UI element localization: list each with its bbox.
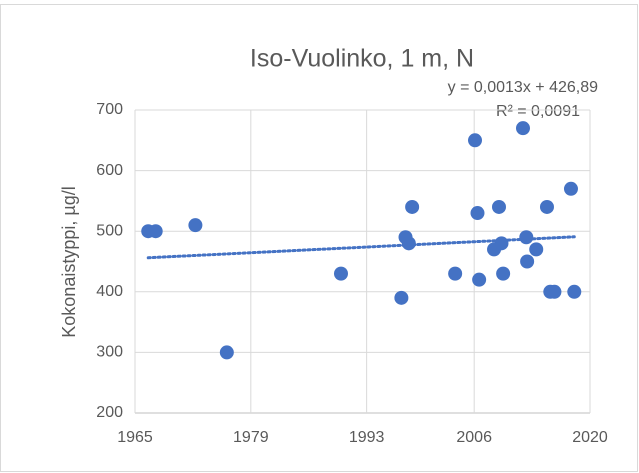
x-tick-label: 1979 [233,429,269,446]
chart-title: Iso-Vuolinko, 1 m, N [250,45,474,73]
x-tick-label: 2006 [456,429,492,446]
data-point [148,224,163,239]
x-tick-label: 2020 [572,429,608,446]
data-point [448,266,463,281]
data-point [547,284,562,299]
y-tick-label: 500 [96,222,123,239]
data-point [539,199,554,214]
trend-r2: R² = 0,0091 [496,103,580,120]
data-point [188,218,203,233]
data-point [401,236,416,251]
data-point [519,230,534,245]
data-point [472,272,487,287]
data-point [492,199,506,214]
data-point [468,133,483,148]
y-tick-label: 200 [96,404,123,421]
y-tick-label: 700 [96,101,123,118]
data-point [496,266,511,281]
data-point [529,242,544,257]
data-point [567,284,582,299]
y-tick-label: 300 [96,344,123,361]
trend-equation: y = 0,0013x + 426,89 [448,79,598,96]
data-point [520,254,535,269]
data-point [219,345,234,360]
data-point [515,121,530,136]
x-tick-label: 1993 [349,429,385,446]
y-tick-label: 400 [96,283,123,300]
y-axis-label: Kokonaistyppi, µg/l [59,186,79,337]
data-point [394,290,409,305]
data-point [563,181,578,196]
data-point [494,236,509,251]
x-tick-label: 1965 [117,429,153,446]
data-point [405,199,420,214]
data-point [470,206,485,221]
y-tick-label: 600 [96,162,123,179]
data-point [333,266,348,281]
